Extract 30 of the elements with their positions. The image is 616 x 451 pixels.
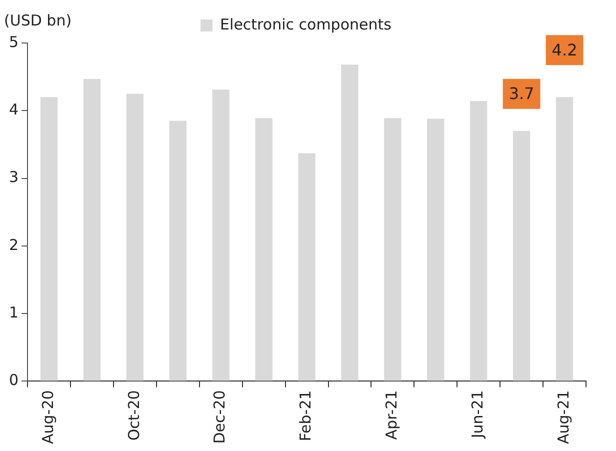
bar [212, 90, 230, 381]
x-tick-label: Apr-21 [382, 390, 401, 440]
data-label: 3.7 [508, 84, 534, 104]
y-tick-label: 1 [8, 303, 19, 322]
x-tick-label: Feb-21 [296, 390, 315, 442]
y-tick-label: 0 [8, 371, 19, 390]
bar [126, 94, 144, 381]
legend-label: Electronic components [220, 15, 392, 34]
y-tick-label: 2 [8, 236, 19, 254]
y-tick-label: 3 [8, 168, 19, 186]
data-label: 4.2 [552, 40, 578, 60]
bar [169, 120, 186, 381]
x-tick-label: Jun-21 [468, 390, 486, 440]
bar [384, 118, 402, 381]
y-axis-title: (USD bn) [4, 11, 72, 30]
bar [341, 64, 358, 381]
x-tick-label: Oct-20 [124, 390, 143, 441]
x-tick-label: Aug-21 [554, 390, 572, 444]
bar [40, 97, 58, 381]
bar [470, 101, 488, 381]
y-tick-label: 4 [8, 100, 19, 119]
bar [556, 97, 574, 381]
x-tick-label: Aug-20 [38, 390, 57, 444]
bar [427, 118, 444, 381]
bar [298, 153, 316, 381]
bar [83, 78, 101, 381]
y-tick-label: 5 [8, 32, 19, 51]
bar [512, 130, 530, 381]
bar [255, 118, 272, 381]
x-tick-label: Dec-20 [210, 390, 229, 444]
